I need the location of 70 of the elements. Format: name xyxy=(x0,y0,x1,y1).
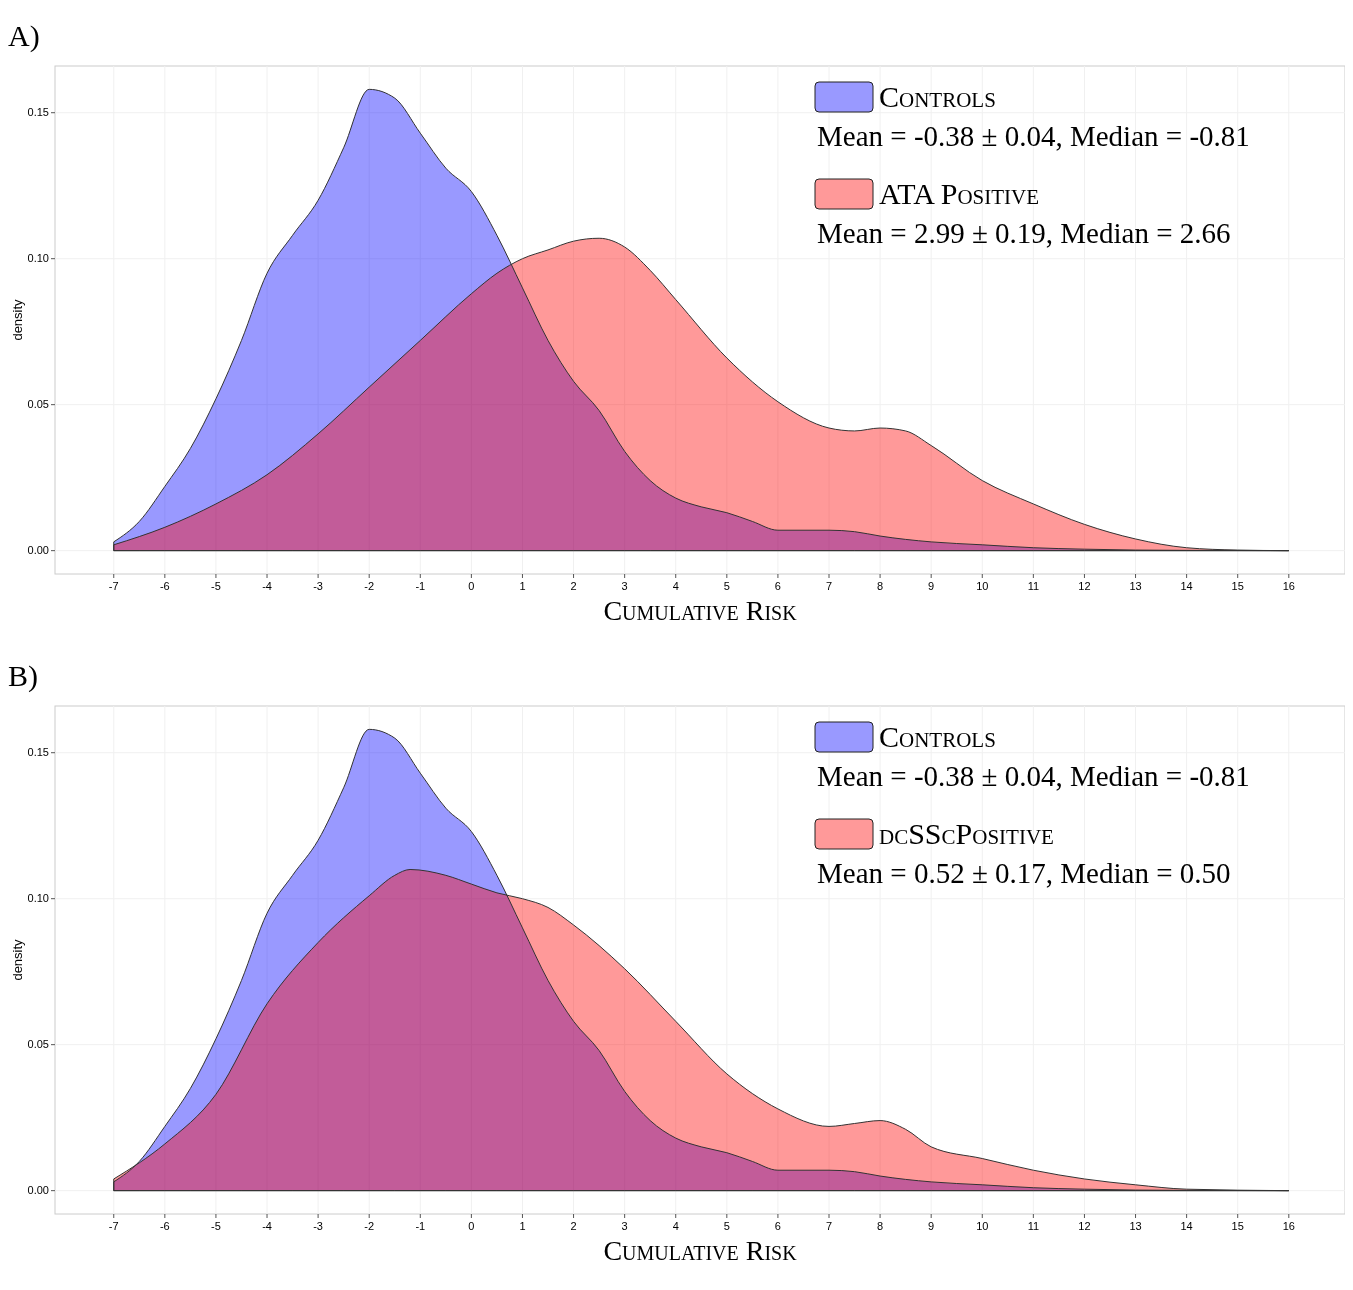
legend-label: Controls xyxy=(879,80,996,113)
x-tick-label: 10 xyxy=(976,580,989,592)
x-tick-label: -5 xyxy=(211,580,221,592)
x-tick-label: -4 xyxy=(262,1220,272,1232)
x-tick-label: -5 xyxy=(211,1220,221,1232)
chart-title: B) xyxy=(8,659,38,693)
x-tick-label: 12 xyxy=(1078,580,1091,592)
legend-label: dcSScPositive xyxy=(879,817,1054,850)
x-tick-label: 9 xyxy=(928,1220,935,1232)
x-tick-label: -4 xyxy=(262,580,272,592)
legend-label: Controls xyxy=(879,720,996,753)
x-tick-label: -2 xyxy=(364,580,375,592)
y-tick-label: 0.05 xyxy=(27,398,49,411)
x-axis-title: Cumulative Risk xyxy=(603,595,798,626)
x-tick-label: -7 xyxy=(108,1220,119,1232)
x-tick-label: 15 xyxy=(1231,1220,1244,1232)
x-tick-label: 10 xyxy=(976,1220,989,1232)
x-tick-label: 13 xyxy=(1129,1220,1142,1232)
x-tick-label: 5 xyxy=(723,1220,730,1232)
y-axis-title: density xyxy=(10,298,25,341)
x-tick-label: 16 xyxy=(1282,1220,1295,1232)
chart-title: A) xyxy=(8,19,40,53)
y-axis-title: density xyxy=(10,938,25,981)
x-tick-label: -7 xyxy=(108,580,119,592)
annotation: Mean = 2.99 ± 0.19, Median = 2.66 xyxy=(817,217,1231,249)
x-axis-title: Cumulative Risk xyxy=(603,1235,798,1266)
x-tick-label: 11 xyxy=(1027,580,1040,592)
x-tick-label: 4 xyxy=(672,580,679,592)
y-tick-label: 0.05 xyxy=(27,1038,49,1051)
x-tick-label: 6 xyxy=(774,1220,781,1232)
x-tick-label: 6 xyxy=(774,580,781,592)
x-tick-label: -6 xyxy=(159,1220,170,1232)
y-tick-label: 0.10 xyxy=(27,892,49,905)
x-tick-label: 3 xyxy=(621,580,628,592)
x-tick-label: 14 xyxy=(1180,580,1193,592)
x-tick-label: -1 xyxy=(415,580,426,592)
y-tick-label: 0.00 xyxy=(27,1184,49,1197)
x-tick-label: 2 xyxy=(570,580,577,592)
x-tick-label: 0 xyxy=(468,580,475,592)
x-tick-label: 8 xyxy=(877,1220,884,1232)
x-tick-label: -6 xyxy=(159,580,170,592)
annotation: Mean = -0.38 ± 0.04, Median = -0.81 xyxy=(817,120,1250,152)
x-tick-label: 0 xyxy=(468,1220,475,1232)
x-tick-label: 11 xyxy=(1027,1220,1040,1232)
x-tick-label: 13 xyxy=(1129,580,1142,592)
x-tick-label: 2 xyxy=(570,1220,577,1232)
x-tick-label: 3 xyxy=(621,1220,628,1232)
y-tick-label: 0.00 xyxy=(27,544,49,557)
y-tick-label: 0.15 xyxy=(27,746,49,759)
x-tick-label: -1 xyxy=(415,1220,426,1232)
x-tick-label: 7 xyxy=(825,1220,833,1232)
x-tick-label: -3 xyxy=(313,580,323,592)
x-tick-label: 1 xyxy=(519,580,526,592)
legend-label: ATA Positive xyxy=(879,177,1040,210)
x-tick-label: -3 xyxy=(313,1220,323,1232)
x-tick-label: 12 xyxy=(1078,1220,1091,1232)
x-tick-label: 4 xyxy=(672,1220,679,1232)
x-tick-label: 14 xyxy=(1180,1220,1193,1232)
x-tick-label: 1 xyxy=(519,1220,526,1232)
y-tick-label: 0.15 xyxy=(27,106,49,119)
x-tick-label: 5 xyxy=(723,580,730,592)
x-tick-label: 8 xyxy=(877,580,884,592)
x-tick-label: 16 xyxy=(1282,580,1295,592)
annotation: Mean = 0.52 ± 0.17, Median = 0.50 xyxy=(817,857,1231,889)
annotation: Mean = -0.38 ± 0.04, Median = -0.81 xyxy=(817,760,1250,792)
x-tick-label: 15 xyxy=(1231,580,1244,592)
x-tick-label: 9 xyxy=(928,580,935,592)
x-tick-label: 7 xyxy=(825,580,833,592)
y-tick-label: 0.10 xyxy=(27,252,49,265)
x-tick-label: -2 xyxy=(364,1220,375,1232)
